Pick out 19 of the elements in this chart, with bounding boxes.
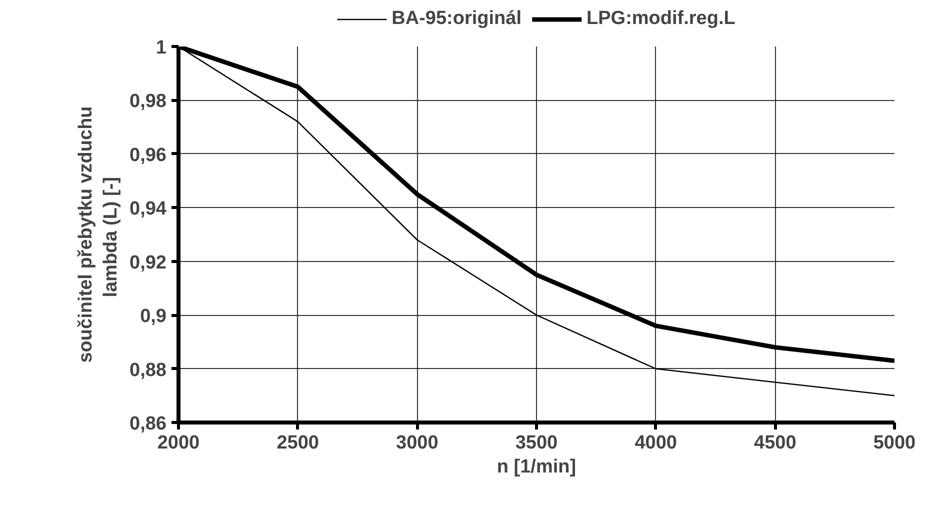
y-tick-label: 0,92 — [130, 252, 167, 274]
x-tick-label: 5000 — [873, 432, 916, 454]
y-tick-label: 0,98 — [130, 91, 167, 112]
x-tick-label: 4500 — [754, 432, 796, 454]
y-tick-label: 1 — [156, 38, 167, 58]
x-axis-title: n [1/min] — [496, 456, 576, 478]
x-tick-label: 2000 — [157, 432, 200, 454]
y-axis-title: součinitel přebytku vzduchu lambda (L) [-] — [75, 106, 122, 363]
y-tick-label: 0,96 — [130, 144, 167, 166]
y-tick-label: 0,88 — [130, 360, 167, 381]
y-tick-label: 0,86 — [130, 414, 167, 434]
x-tick-label: 3500 — [515, 432, 558, 454]
x-tick-label: 3000 — [396, 432, 438, 454]
x-tick-label: 4000 — [634, 432, 677, 454]
y-tick-label: 0,94 — [130, 198, 167, 220]
legend-label: LPG:modif.reg.L — [586, 8, 736, 30]
x-tick-label: 2500 — [276, 432, 319, 454]
legend-label: BA-95:originál — [392, 8, 522, 30]
y-tick-label: 0,9 — [140, 306, 167, 328]
